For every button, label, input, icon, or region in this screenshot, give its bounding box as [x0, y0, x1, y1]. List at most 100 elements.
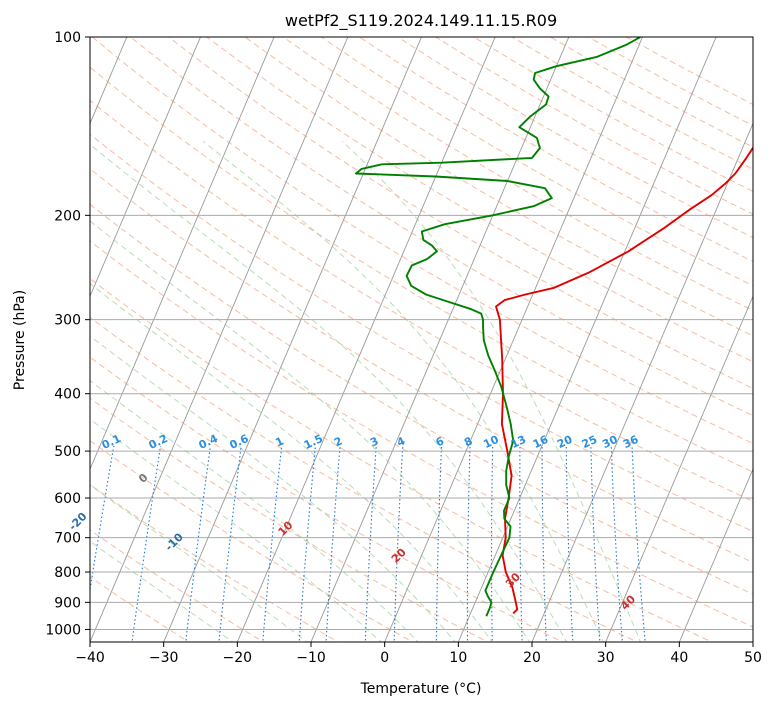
mixing-ratio-label: 8	[462, 434, 474, 449]
y-tick-label: 1000	[45, 622, 81, 638]
dry-adiabat-line	[90, 133, 753, 533]
moist-adiabat-line	[341, 140, 642, 642]
mixing-ratio-label: 25	[580, 433, 599, 451]
temperature-profile-line	[495, 146, 753, 615]
isotherm-line	[90, 37, 349, 642]
mixing-ratio-line	[466, 445, 471, 642]
y-tick-label: 300	[54, 313, 81, 329]
dry-adiabat-label: 20	[389, 546, 409, 566]
dry-adiabat-line	[90, 440, 414, 642]
mixing-ratio-label: 20	[555, 433, 575, 451]
y-tick-label: 700	[54, 531, 81, 547]
moist-adiabat-line	[90, 484, 308, 642]
mixing-ratio-line	[185, 445, 211, 642]
mixing-ratio-label: 13	[509, 433, 528, 451]
mixing-ratio-label: 0.2	[147, 432, 170, 452]
dry-adiabat-label: 10	[276, 518, 296, 538]
mixing-ratio-line	[90, 445, 115, 594]
dry-adiabat-line	[91, 37, 753, 445]
dry-adiabat-line	[90, 529, 265, 642]
moist-adiabat-line	[90, 335, 456, 642]
isotherm-line	[384, 37, 643, 642]
y-tick-label: 100	[54, 30, 81, 46]
isotherm-line	[90, 37, 201, 298]
y-tick-label: 400	[54, 387, 81, 403]
dry-adiabat-line	[90, 240, 753, 628]
x-tick-label: −30	[149, 650, 179, 666]
y-tick-label: 600	[54, 491, 81, 507]
moist-adiabat-line	[202, 140, 605, 642]
chart-title: wetPf2_S119.2024.149.11.15.R09	[285, 11, 557, 31]
dry-adiabat-line	[90, 66, 753, 473]
isotherm-line	[678, 467, 753, 642]
axis-ticks: −40 −30 −20 −10 0 10 20 30 40 5010009008007006005…	[45, 30, 762, 666]
y-tick-label: 200	[54, 208, 81, 224]
mixing-ratio-line	[565, 445, 574, 642]
dry-adiabat-line	[549, 37, 753, 148]
isotherm-line	[531, 122, 753, 642]
mixing-ratio-line	[541, 445, 547, 642]
mixing-ratio-line	[435, 445, 443, 642]
dry-adiabat-line	[90, 397, 489, 642]
y-tick-label: 900	[54, 595, 81, 611]
mixing-ratio-line	[131, 445, 162, 642]
mixing-ratio-label: 1	[273, 434, 285, 449]
moist-adiabat-line	[90, 379, 419, 642]
mixing-ratio-label: 36	[621, 433, 641, 451]
mixing-ratio-line	[519, 445, 523, 642]
mixing-ratio-line	[364, 445, 377, 642]
dry-adiabat-label: -20	[66, 510, 89, 533]
dry-adiabat-label: -10	[163, 530, 186, 553]
isotherm-line	[90, 37, 275, 471]
moist-adiabat-line	[90, 220, 531, 642]
dry-adiabat-line	[130, 37, 753, 417]
mixing-ratio-line	[298, 445, 316, 642]
mixing-ratio-label: 1.5	[302, 432, 325, 452]
dry-adiabat-line	[90, 203, 753, 595]
mixing-ratio-line	[610, 445, 623, 642]
line-annotations: 0.10.20.40.611.52346810131620253036-100-…	[66, 432, 641, 613]
dry-adiabat-line	[206, 37, 753, 363]
mixing-ratio-label: 30	[600, 433, 620, 451]
dry-adiabat-line	[244, 37, 753, 337]
isotherm-line	[236, 37, 496, 642]
isotherm-line	[310, 37, 570, 642]
dry-adiabat-line	[588, 37, 753, 127]
moist-adiabat-line	[90, 418, 382, 642]
isotherm-line	[457, 37, 717, 642]
moist-adiabat-line	[90, 283, 493, 642]
mixing-ratio-line	[218, 445, 242, 642]
dry-adiabat-line	[90, 168, 753, 563]
isotherm-line	[752, 640, 753, 642]
dry-adiabat-label: 0	[136, 471, 151, 486]
mixing-ratio-line	[262, 445, 283, 642]
grid-lines	[90, 37, 753, 642]
profile-lines	[354, 37, 753, 617]
y-tick-label: 800	[54, 565, 81, 581]
mixing-ratio-label: 3	[368, 434, 380, 449]
mixing-ratio-label: 0.6	[227, 432, 250, 452]
x-tick-label: −10	[296, 650, 326, 666]
dry-adiabat-line	[435, 37, 753, 215]
plot-frame	[89, 36, 754, 643]
mixing-ratio-label: 10	[481, 433, 501, 451]
x-tick-label: 0	[380, 650, 389, 666]
mixing-ratio-line	[393, 445, 404, 642]
mixing-ratio-label: 0.1	[100, 432, 123, 452]
dewpoint-profile-line	[354, 37, 641, 617]
dry-adiabat-line	[320, 37, 753, 287]
dry-adiabat-line	[90, 278, 713, 642]
mixing-ratio-label: 4	[395, 434, 408, 449]
isotherm-line	[163, 37, 422, 642]
mixing-ratio-label: 6	[434, 434, 447, 449]
mixing-ratio-line	[631, 445, 646, 642]
mixing-ratio-line	[325, 445, 341, 642]
mixing-ratio-line	[590, 445, 601, 642]
x-tick-label: 50	[744, 650, 762, 666]
x-axis-label: Temperature (°C)	[360, 681, 482, 697]
x-tick-label: −20	[223, 650, 253, 666]
mixing-ratio-line	[490, 445, 494, 642]
x-tick-label: 40	[670, 650, 688, 666]
dry-adiabat-line	[359, 37, 753, 263]
